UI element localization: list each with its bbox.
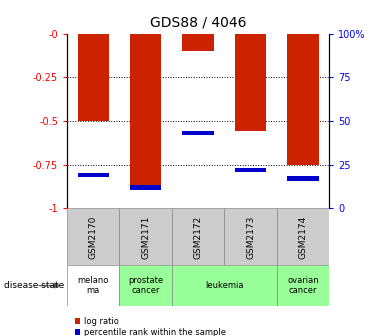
Bar [277,208,329,265]
Bar [182,34,214,51]
Text: GSM2171: GSM2171 [141,215,150,259]
Text: GSM2170: GSM2170 [89,215,98,259]
Text: GSM2173: GSM2173 [246,215,255,259]
Bar [224,208,277,265]
Bar [172,265,277,306]
Bar [77,34,109,121]
Bar [287,34,319,165]
Legend: log ratio, percentile rank within the sample: log ratio, percentile rank within the sa… [71,313,229,336]
Bar [130,34,162,187]
Bar [77,173,109,177]
Text: GSM2172: GSM2172 [194,215,203,258]
Bar [130,185,162,190]
Bar [67,265,119,306]
Bar [235,34,267,131]
Bar [67,208,119,265]
Bar [182,131,214,135]
Bar [235,168,267,172]
Text: melano
ma: melano ma [78,276,109,295]
Text: leukemia: leukemia [205,281,244,290]
Bar [172,208,224,265]
Bar [277,265,329,306]
Bar [287,176,319,181]
Bar [119,265,172,306]
Text: prostate
cancer: prostate cancer [128,276,163,295]
Text: disease state: disease state [4,281,64,290]
Text: GSM2174: GSM2174 [299,215,308,258]
Title: GDS88 / 4046: GDS88 / 4046 [150,16,246,30]
Text: ovarian
cancer: ovarian cancer [287,276,319,295]
Bar [119,208,172,265]
